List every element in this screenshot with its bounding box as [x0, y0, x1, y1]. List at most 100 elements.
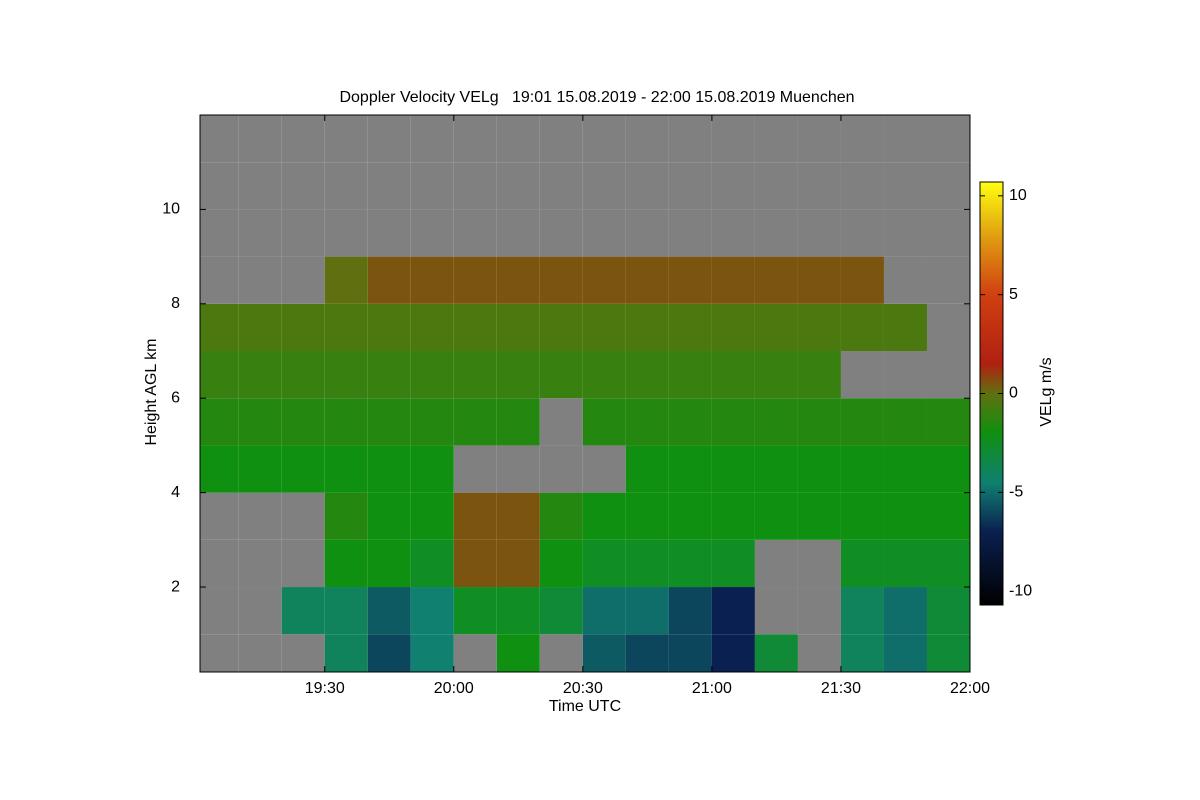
- heatmap-cell: [496, 162, 540, 210]
- heatmap-cell: [238, 587, 282, 635]
- x-tick-label: 21:00: [692, 680, 732, 697]
- heatmap-cell: [539, 492, 583, 540]
- heatmap-cell: [453, 256, 497, 304]
- heatmap-cell: [883, 115, 927, 163]
- heatmap-cell: [754, 634, 798, 672]
- heatmap-cell: [200, 209, 239, 257]
- heatmap-cell: [453, 398, 497, 446]
- heatmap-cell: [324, 587, 368, 635]
- heatmap-cell: [625, 587, 669, 635]
- heatmap-cell: [668, 587, 712, 635]
- heatmap-cell: [840, 587, 884, 635]
- heatmap-cell: [281, 351, 325, 399]
- heatmap-cell: [496, 587, 540, 635]
- heatmap-cell: [324, 398, 368, 446]
- heatmap-cell: [539, 209, 583, 257]
- heatmap-cell: [367, 256, 411, 304]
- heatmap-cell: [410, 256, 454, 304]
- heatmap-cell: [200, 303, 239, 352]
- heatmap-cell: [668, 115, 712, 163]
- heatmap-cell: [367, 115, 411, 163]
- heatmap-cell: [238, 303, 282, 352]
- heatmap-cell: [539, 115, 583, 163]
- heatmap-cell: [496, 398, 540, 446]
- heatmap-cell: [281, 634, 325, 672]
- heatmap-cell: [367, 209, 411, 257]
- heatmap-cell: [926, 303, 970, 352]
- heatmap-cell: [367, 351, 411, 399]
- heatmap-cell: [410, 209, 454, 257]
- heatmap-cell: [582, 445, 626, 493]
- heatmap: [200, 115, 970, 672]
- heatmap-cell: [754, 539, 798, 588]
- heatmap-cell: [883, 256, 927, 304]
- heatmap-cell: [926, 115, 970, 163]
- heatmap-cell: [711, 303, 755, 352]
- y-tick-label: 10: [162, 201, 180, 218]
- heatmap-cell: [281, 492, 325, 540]
- heatmap-cell: [883, 539, 927, 588]
- heatmap-cell: [625, 303, 669, 352]
- heatmap-cell: [453, 539, 497, 588]
- heatmap-cell: [496, 492, 540, 540]
- heatmap-cell: [238, 445, 282, 493]
- heatmap-cell: [453, 351, 497, 399]
- heatmap-cell: [883, 398, 927, 446]
- heatmap-cell: [200, 115, 239, 163]
- heatmap-cell: [582, 634, 626, 672]
- heatmap-cell: [453, 303, 497, 352]
- heatmap-cell: [883, 445, 927, 493]
- heatmap-cell: [238, 351, 282, 399]
- heatmap-cell: [711, 162, 755, 210]
- heatmap-cell: [926, 398, 970, 446]
- heatmap-cell: [625, 492, 669, 540]
- heatmap-cell: [281, 587, 325, 635]
- heatmap-cell: [539, 539, 583, 588]
- heatmap-cell: [324, 539, 368, 588]
- heatmap-cell: [754, 115, 798, 163]
- heatmap-cell: [926, 587, 970, 635]
- heatmap-cell: [668, 398, 712, 446]
- heatmap-cell: [238, 398, 282, 446]
- heatmap-cell: [625, 209, 669, 257]
- heatmap-cell: [539, 256, 583, 304]
- heatmap-cell: [668, 256, 712, 304]
- colorbar-tick-label: 5: [1009, 286, 1018, 303]
- heatmap-cell: [539, 162, 583, 210]
- heatmap-cell: [410, 398, 454, 446]
- heatmap-cell: [582, 539, 626, 588]
- heatmap-cell: [711, 209, 755, 257]
- heatmap-cell: [539, 445, 583, 493]
- heatmap-cell: [453, 587, 497, 635]
- heatmap-cell: [668, 445, 712, 493]
- heatmap-cell: [238, 539, 282, 588]
- heatmap-cell: [324, 445, 368, 493]
- x-tick-label: 22:00: [950, 680, 990, 697]
- heatmap-cell: [200, 351, 239, 399]
- heatmap-cell: [582, 209, 626, 257]
- heatmap-cell: [883, 634, 927, 672]
- heatmap-cell: [840, 539, 884, 588]
- heatmap-cell: [754, 492, 798, 540]
- heatmap-cell: [200, 162, 239, 210]
- heatmap-cell: [883, 209, 927, 257]
- heatmap-cell: [840, 256, 884, 304]
- heatmap-cell: [582, 492, 626, 540]
- heatmap-cell: [539, 587, 583, 635]
- heatmap-cell: [539, 398, 583, 446]
- heatmap-cell: [453, 115, 497, 163]
- heatmap-cell: [711, 492, 755, 540]
- y-tick-label: 2: [171, 578, 180, 595]
- heatmap-cell: [797, 209, 841, 257]
- colorbar-tick-label: 10: [1009, 187, 1027, 204]
- heatmap-cell: [797, 492, 841, 540]
- heatmap-cell: [840, 209, 884, 257]
- heatmap-cell: [797, 303, 841, 352]
- heatmap-cell: [410, 445, 454, 493]
- y-tick-label: 6: [171, 389, 180, 406]
- heatmap-cell: [453, 209, 497, 257]
- heatmap-cell: [711, 115, 755, 163]
- heatmap-cell: [367, 445, 411, 493]
- heatmap-cell: [797, 587, 841, 635]
